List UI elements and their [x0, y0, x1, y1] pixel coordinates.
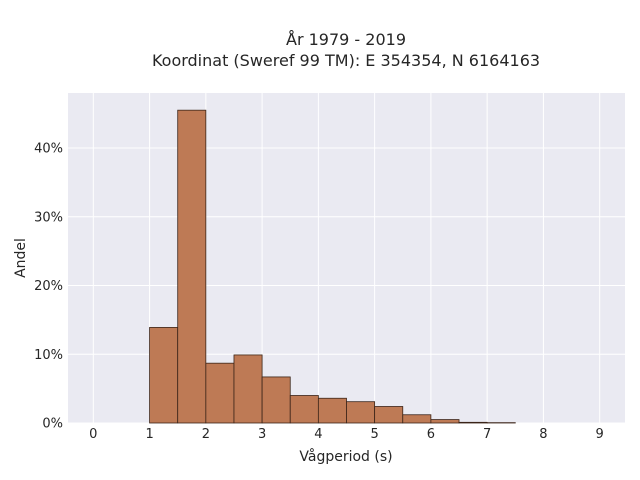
- histogram-bar-10: [430, 419, 460, 424]
- x-tick-label-1: 1: [145, 427, 153, 442]
- x-tick-label-3: 3: [258, 427, 266, 442]
- histogram-bar-0: [149, 327, 179, 424]
- y-tick-labels: 0% 10% 20% 30% 40%: [34, 142, 63, 432]
- histogram-bar-8: [374, 406, 404, 424]
- histogram-bars: [149, 109, 516, 424]
- chart-title: År 1979 - 2019: [286, 30, 406, 49]
- y-tick-label-1: 10%: [34, 348, 63, 363]
- x-axis-label: Vågperiod (s): [299, 448, 392, 465]
- x-tick-label-0: 0: [89, 427, 97, 442]
- histogram-bar-4: [261, 376, 291, 424]
- histogram-bar-11: [458, 421, 488, 424]
- histogram-bar-1: [177, 109, 207, 424]
- x-tick-labels: 0 1 2 3 4 5 6 7 8 9: [89, 427, 604, 442]
- x-tick-label-7: 7: [483, 427, 491, 442]
- y-tick-label-3: 30%: [34, 210, 63, 225]
- x-tick-label-6: 6: [427, 427, 435, 442]
- x-tick-label-5: 5: [370, 427, 378, 442]
- histogram-bar-6: [317, 397, 347, 424]
- histogram-bar-2: [205, 362, 235, 424]
- y-tick-label-0: 0%: [42, 417, 63, 432]
- histogram-bar-3: [233, 354, 263, 424]
- histogram-bar-7: [346, 401, 376, 424]
- x-tick-label-4: 4: [314, 427, 322, 442]
- y-tick-label-4: 40%: [34, 142, 63, 157]
- x-tick-label-8: 8: [539, 427, 547, 442]
- chart-subtitle: Koordinat (Sweref 99 TM): E 354354, N 61…: [152, 51, 540, 70]
- x-tick-label-9: 9: [596, 427, 604, 442]
- histogram-bar-5: [289, 395, 319, 424]
- x-tick-label-2: 2: [202, 427, 210, 442]
- y-tick-label-2: 20%: [34, 279, 63, 294]
- histogram-bar-9: [402, 414, 432, 424]
- y-axis-label: Andel: [13, 238, 29, 278]
